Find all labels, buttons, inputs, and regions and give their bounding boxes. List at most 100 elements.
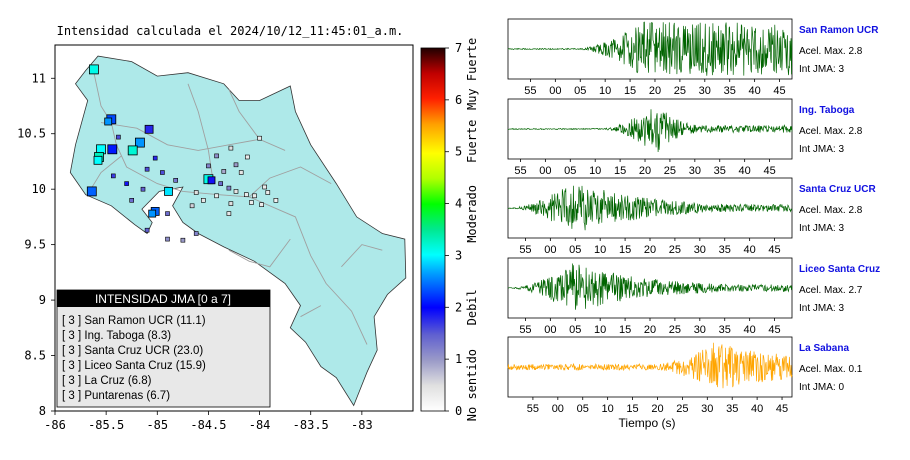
station-name: La Sabana (799, 343, 849, 354)
seismogram-panel: 55 00 05 10 15 20 25 30 35 40 45 La Sabana Acel. Max… (507, 336, 863, 415)
time-tick-label: 20 (644, 324, 656, 336)
time-tick-label: 25 (669, 244, 681, 256)
legend-entry: [ 3 ] La Cruz (6.8) (62, 375, 152, 387)
road-line (228, 89, 260, 140)
station-acel-max: Acel. Max. 2.7 (799, 285, 863, 296)
time-tick-label: 10 (594, 324, 606, 336)
station-marker (233, 162, 239, 168)
x-tick-label: -84 (249, 418, 271, 432)
waveform-line (507, 109, 793, 153)
station-marker (164, 186, 173, 196)
colorbar-tick-label: 5 (455, 145, 462, 159)
road-line (341, 244, 383, 268)
station-marker (265, 190, 271, 195)
intensity-colorbar: 0 1 2 3 4 5 6 7 No sentido Debil Moderado Fuerte Mu… (420, 38, 479, 421)
colorbar-gradient (420, 47, 446, 412)
time-tick-label: 15 (619, 244, 631, 256)
station-marker (160, 170, 165, 175)
time-tick-label: 15 (624, 85, 636, 97)
intensity-legend: INTENSIDAD JMA [0 a 7] [ 3 ] San Ramon U… (56, 289, 271, 408)
station-marker (218, 181, 223, 186)
station-marker (144, 166, 150, 172)
time-tick-label: 10 (602, 403, 614, 415)
time-tick-label: 20 (644, 244, 656, 256)
time-axis-label: Tiempo (s) (619, 416, 676, 430)
x-tick-label: -84.5 (190, 418, 226, 432)
time-tick-label: 10 (594, 244, 606, 256)
legend-entry: [ 3 ] Santa Cruz UCR (23.0) (62, 345, 203, 357)
station-marker (104, 117, 113, 126)
seismogram-panel: 55 00 05 10 15 20 25 30 35 40 45 Ing. Taboga Acel. M… (507, 98, 863, 177)
y-tick-label: 9 (39, 293, 46, 307)
y-tick-label: 10 (32, 182, 46, 196)
map-x-axis: -86 -85.5 -85 -84.5 -84 -83.5 -83 (44, 411, 373, 432)
station-marker (152, 155, 158, 161)
map-frame (54, 44, 414, 412)
y-tick-label: 9.5 (24, 238, 46, 252)
map-y-axis: 8 8.5 9 9.5 10 10.5 11 (17, 71, 55, 418)
time-tick-label: 00 (544, 244, 556, 256)
time-tick-label: 15 (626, 403, 638, 415)
time-tick-label: 55 (519, 244, 531, 256)
legend-entries: [ 3 ] San Ramon UCR (11.1) [ 3 ] Ing. Tab… (62, 315, 206, 402)
time-tick-label: 55 (514, 165, 526, 177)
station-marker (193, 231, 199, 236)
waveform-line (507, 21, 793, 76)
station-marker (244, 192, 249, 197)
x-tick-label: -83 (351, 418, 373, 432)
time-tick-label: 45 (768, 324, 780, 336)
time-tick-label: 00 (544, 324, 556, 336)
station-marker (201, 198, 206, 203)
station-int-jma: Int JMA: 3 (799, 303, 844, 314)
road-line (228, 238, 291, 268)
road-line (248, 166, 332, 198)
station-marker (214, 193, 219, 199)
station-acel-max: Acel. Max. 0.1 (799, 364, 863, 375)
station-marker (226, 185, 232, 191)
y-tick-label: 8 (39, 404, 46, 418)
stations-layer (86, 64, 279, 243)
waveform-line (507, 185, 793, 231)
waveform-line (507, 263, 793, 310)
colorbar-category-label: No sentido (465, 349, 479, 421)
station-name: Ing. Taboga (799, 105, 855, 116)
time-tick-label: 35 (714, 165, 726, 177)
colorbar-tick-label: 6 (455, 93, 462, 107)
time-tick-label: 05 (564, 165, 576, 177)
station-marker (259, 202, 264, 207)
station-marker (245, 154, 250, 160)
station-marker (206, 163, 211, 169)
time-tick-label: 10 (589, 165, 601, 177)
station-marker (207, 176, 216, 185)
time-tick-label: 40 (751, 403, 763, 415)
time-tick-label: 25 (669, 324, 681, 336)
station-name: Liceo Santa Cruz (799, 264, 880, 275)
station-marker (221, 169, 227, 174)
station-marker (144, 124, 154, 134)
map-title: Intensidad calculada el 2024/10/12_11:45… (57, 24, 404, 38)
road-line (90, 155, 122, 190)
station-marker (129, 198, 134, 203)
station-marker (86, 186, 97, 197)
time-tick-label: 40 (744, 244, 756, 256)
colorbar-tick-label: 0 (455, 404, 462, 418)
x-tick-label: -85.5 (88, 418, 124, 432)
time-tick-label: 30 (694, 244, 706, 256)
station-int-jma: Int JMA: 3 (799, 64, 844, 75)
station-marker (111, 173, 116, 179)
time-tick-label: 45 (776, 403, 788, 415)
seismogram-panel: 55 00 05 10 15 20 25 30 35 40 45 Santa Cruz UCR Acel… (507, 177, 876, 256)
time-tick-label: 30 (694, 324, 706, 336)
station-marker (228, 201, 234, 206)
station-marker (148, 209, 157, 218)
station-int-jma: Int JMA: 3 (799, 223, 844, 234)
colorbar-category-label: Fuerte (465, 120, 479, 163)
station-marker (173, 178, 178, 183)
station-acel-max: Acel. Max. 2.8 (799, 205, 863, 216)
station-marker (262, 184, 268, 190)
time-tick-label: 45 (773, 85, 785, 97)
colorbar-tick-label: 2 (455, 300, 462, 314)
station-marker (93, 155, 103, 165)
y-tick-label: 8.5 (24, 349, 46, 363)
legend-entry: [ 3 ] Puntarenas (6.7) (62, 390, 170, 402)
